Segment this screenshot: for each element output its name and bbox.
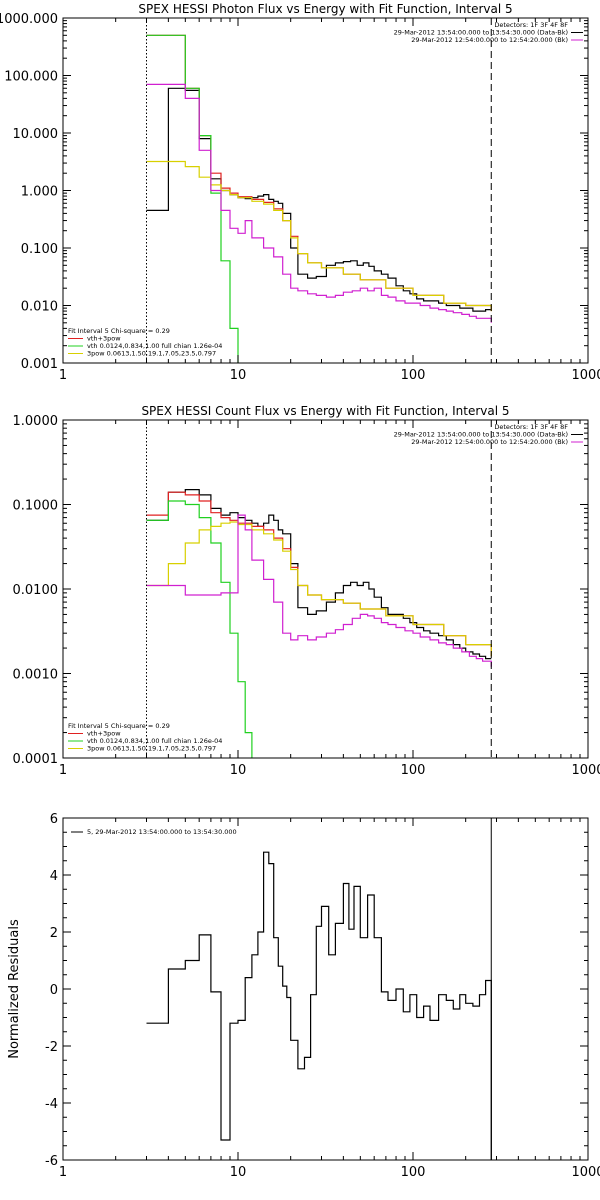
series-line-0 [146, 851, 492, 1160]
y-tick-label: 1000.000 [0, 12, 58, 27]
y-tick-label: 0.100 [21, 242, 58, 257]
series-line-0 [146, 87, 492, 312]
residuals-panel: Normalized Residuals 1 10 100 1000 -6 -4 -2 0 2 4 6… [7, 812, 600, 1180]
x-tick-label: 100 [401, 1165, 426, 1180]
legend-right-text: 29-Mar-2012 13:54:00.000 to 13:54:30.000… [394, 431, 568, 439]
y-tick-label: 0.1000 [13, 499, 59, 514]
legend-right-text: 29-Mar-2012 12:54:00.000 to 12:54:20.000… [411, 438, 568, 446]
y-tick-label: 0 [50, 983, 58, 998]
chart-title: SPEX HESSI Photon Flux vs Energy with Fi… [138, 2, 512, 16]
series-group [146, 34, 492, 363]
y-tick-label: -6 [45, 1154, 58, 1169]
y-tick-label: -2 [45, 1040, 58, 1055]
x-tick-label: 1 [59, 1165, 67, 1180]
series-line-1 [146, 34, 492, 312]
series-line-3 [146, 521, 492, 657]
x-tick-label: 1000 [571, 368, 600, 383]
x-tick-label: 1 [59, 368, 67, 383]
y-tick-label: -4 [45, 1097, 58, 1112]
legend-header: Fit Interval 5 Chi-square = 0.29 [68, 327, 170, 335]
legend-entry: vth+3pow [87, 730, 121, 738]
y-tick-label: 0.0001 [13, 752, 59, 767]
chart-title: SPEX HESSI Count Flux vs Energy with Fit… [141, 404, 509, 418]
legend-entry: 3pow 0.0613,1.50,19.1,7.05,23.5,0.797 [87, 350, 216, 358]
count-flux-panel: SPEX HESSI Count Flux vs Energy with Fit… [13, 404, 600, 778]
y-tick-label: 0.001 [21, 357, 58, 372]
y-tick-label: 100.000 [4, 70, 58, 85]
photon-flux-panel: SPEX HESSI Photon Flux vs Energy with Fi… [0, 2, 600, 383]
x-tick-label: 10 [230, 368, 247, 383]
legend-entry: vth 0.0124,0.834,1.00 full chian 1.26e-0… [87, 737, 222, 745]
legend-entry: 5, 29-Mar-2012 13:54:00.000 to 13:54:30.… [87, 828, 237, 836]
y-tick-label: 0.0010 [13, 668, 59, 683]
legend-entry: vth+3pow [87, 335, 121, 343]
series-line-3 [146, 160, 492, 312]
x-tick-label: 1000 [571, 1165, 600, 1180]
y-tick-label: 1.000 [21, 185, 58, 200]
series-line-2 [146, 34, 239, 363]
legend-entry: vth 0.0124,0.834,1.00 full chian 1.26e-0… [87, 342, 222, 350]
y-tick-label: 2 [50, 926, 58, 941]
y-tick-label: 10.000 [13, 127, 59, 142]
plot-frame [62, 817, 589, 1161]
legend-right-text: 29-Mar-2012 13:54:00.000 to 13:54:30.000… [394, 29, 568, 37]
legend-right-text: Detectors: 1F 3F 4F 8F [494, 21, 568, 29]
legend-right-text: Detectors: 1F 3F 4F 8F [494, 423, 568, 431]
x-tick-label: 100 [401, 368, 426, 383]
x-tick-label: 100 [401, 763, 426, 778]
series-line-4 [146, 83, 492, 323]
series-group [146, 851, 492, 1160]
y-tick-label: 4 [50, 869, 58, 884]
series-line-1 [146, 491, 492, 657]
series-line-0 [146, 489, 492, 660]
y-tick-label: 0.0100 [13, 583, 59, 598]
y-tick-label: 1.0000 [13, 414, 59, 429]
series-line-2 [146, 500, 253, 758]
plot-frame [62, 419, 589, 759]
x-tick-label: 1 [59, 763, 67, 778]
plot-frame [62, 17, 589, 364]
series-group [146, 489, 492, 758]
legend-header: Fit Interval 5 Chi-square = 0.29 [68, 722, 170, 730]
series-line-4 [146, 514, 492, 667]
y-tick-label: 6 [50, 812, 58, 827]
x-tick-label: 10 [230, 1165, 247, 1180]
legend-right-text: 29-Mar-2012 12:54:00.000 to 12:54:20.000… [411, 36, 568, 44]
x-tick-label: 10 [230, 763, 247, 778]
y-tick-label: 0.010 [21, 300, 58, 315]
y-axis-label: Normalized Residuals [7, 919, 22, 1059]
legend-entry: 3pow 0.0613,1.50,19.1,7.05,23.5,0.797 [87, 745, 216, 753]
x-tick-label: 1000 [571, 763, 600, 778]
